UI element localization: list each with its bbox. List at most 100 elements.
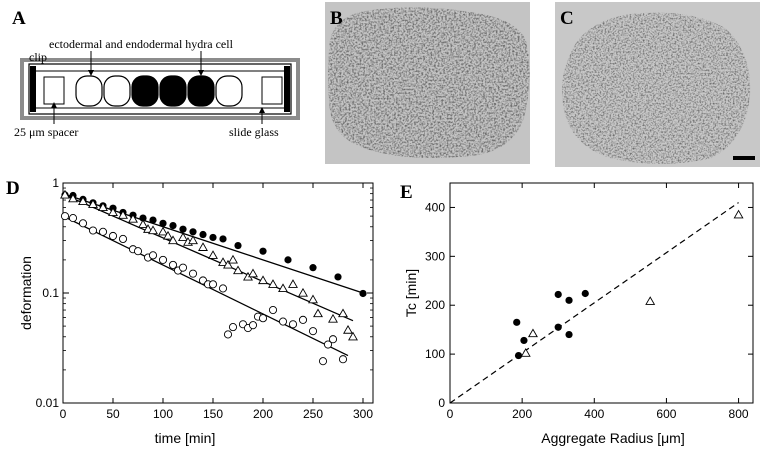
- spacer-label: 25 μm spacer: [14, 125, 78, 139]
- slide-frame: [20, 58, 300, 120]
- cell-ectodermal: [215, 75, 243, 107]
- cell-endodermal: [131, 75, 159, 107]
- y-tick-label: 200: [425, 298, 445, 312]
- plot-e-markers: [513, 209, 744, 360]
- data-point-filled-circle: [565, 296, 573, 304]
- data-point-open-triangle: [178, 232, 188, 242]
- data-point-open-triangle: [338, 308, 348, 318]
- data-point-open-triangle: [733, 209, 744, 219]
- data-point-open-triangle: [298, 287, 308, 297]
- y-tick-label: 0.1: [42, 286, 59, 300]
- cell-endodermal: [159, 75, 187, 107]
- data-point-filled-circle: [520, 336, 528, 345]
- data-point-open-circle: [98, 227, 108, 236]
- data-point-open-circle: [208, 280, 218, 289]
- data-point-open-triangle: [148, 225, 158, 235]
- y-tick-label: 0.01: [36, 396, 60, 410]
- data-point-open-circle: [328, 335, 338, 344]
- panel-b: B: [325, 2, 530, 164]
- data-point-open-triangle: [108, 207, 118, 217]
- x-tick-label: 50: [106, 407, 120, 421]
- data-point-filled-circle: [209, 233, 217, 242]
- data-point-filled-circle: [309, 264, 317, 272]
- micrograph-c-aggregate: [562, 12, 751, 164]
- data-point-open-triangle: [60, 189, 70, 199]
- cell-label: ectodermal and endodermal hydra cell: [49, 37, 234, 51]
- data-point-open-triangle: [138, 219, 148, 229]
- data-point-open-triangle: [248, 268, 258, 278]
- data-point-filled-circle: [565, 330, 573, 339]
- data-point-open-circle: [318, 357, 328, 366]
- data-point-open-circle: [248, 321, 258, 330]
- fit-line: [63, 193, 364, 294]
- data-point-open-circle: [268, 305, 278, 315]
- fit-line-dashed: [450, 202, 739, 403]
- plot-e-ticks: 0 200 400 600 800 0 100 200 300 400: [425, 183, 753, 421]
- chamber-schematic: [20, 58, 300, 120]
- data-point-open-circle: [223, 330, 233, 339]
- plot-d-fit-lines: [63, 193, 364, 357]
- data-point-open-triangle: [308, 294, 318, 304]
- data-point-open-triangle: [268, 279, 278, 288]
- arrow-glass-head: [259, 107, 265, 113]
- data-point-filled-circle: [581, 289, 589, 298]
- data-point-open-circle: [118, 234, 128, 244]
- panel-c: C: [555, 2, 760, 167]
- panel-letter-d: D: [6, 178, 20, 199]
- data-point-open-circle: [78, 219, 88, 228]
- data-point-open-triangle: [348, 331, 358, 341]
- plot-d-ylabel: deformation: [18, 256, 34, 330]
- data-point-open-circle: [258, 314, 268, 323]
- data-point-open-triangle: [527, 328, 538, 338]
- data-point-open-triangle: [520, 348, 531, 357]
- data-point-open-circle: [338, 355, 348, 364]
- data-point-open-circle: [218, 284, 228, 293]
- plot-e-xlabel: Aggregate Radius [μm]: [541, 430, 684, 446]
- data-point-open-triangle: [188, 235, 198, 245]
- data-point-open-triangle: [258, 275, 268, 285]
- data-point-open-triangle: [88, 199, 98, 208]
- data-point-open-circle: [60, 212, 70, 221]
- data-point-filled-circle: [199, 230, 207, 239]
- spacer-left: [43, 76, 65, 105]
- data-point-open-triangle: [228, 254, 238, 264]
- clip-frame: [28, 63, 292, 115]
- data-point-open-circle: [188, 269, 198, 278]
- data-point-filled-circle: [149, 216, 157, 224]
- data-point-open-triangle: [163, 230, 173, 240]
- clip-label: clip: [29, 50, 47, 64]
- data-point-open-circle: [298, 315, 308, 324]
- plot-d-markers: [60, 189, 367, 366]
- x-tick-label: 800: [729, 407, 749, 421]
- clip-left-end: [30, 66, 36, 112]
- data-point-open-circle: [288, 320, 298, 329]
- x-tick-label: 300: [353, 407, 373, 421]
- y-tick-label: 300: [425, 249, 445, 263]
- x-tick-label: 250: [303, 407, 323, 421]
- data-point-open-circle: [168, 260, 178, 269]
- data-point-open-triangle: [218, 257, 228, 266]
- arrow-ectodermal-head: [88, 70, 94, 76]
- data-point-filled-circle: [259, 247, 267, 255]
- x-tick-label: 100: [153, 407, 173, 421]
- data-point-open-triangle: [278, 283, 288, 293]
- panel-letter-c: C: [560, 8, 574, 29]
- data-point-open-triangle: [168, 235, 178, 245]
- data-point-filled-circle: [554, 290, 562, 299]
- data-point-open-triangle: [78, 196, 88, 206]
- data-point-filled-circle: [359, 289, 367, 298]
- data-point-open-circle: [88, 226, 98, 235]
- spacer-right: [261, 76, 283, 105]
- data-point-open-triangle: [208, 250, 218, 259]
- data-point-open-triangle: [118, 210, 128, 219]
- y-tick-label: 1: [52, 176, 59, 190]
- data-point-filled-circle: [219, 235, 227, 243]
- clip-right-end: [284, 66, 290, 112]
- data-point-open-triangle: [98, 202, 108, 212]
- cell-endodermal: [187, 75, 215, 107]
- panel-a: A clip ectodermal and endodermal: [12, 8, 300, 139]
- x-tick-label: 400: [584, 407, 604, 421]
- plot-d-ticks: 0 50 100 150 200 250 300 1 0.1 0.01: [36, 176, 374, 421]
- data-point-open-circle: [133, 247, 143, 256]
